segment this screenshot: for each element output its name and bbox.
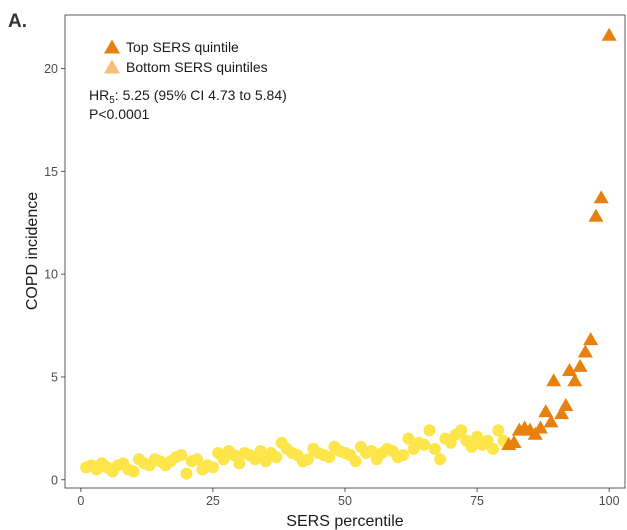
- legend-label-bottom: Bottom SERS quintiles: [126, 59, 268, 75]
- top-quintile-point-14: [572, 358, 588, 372]
- bottom-quintile-point-71: [455, 424, 468, 437]
- top-quintile-point-18: [593, 190, 609, 204]
- panel-label: A.: [8, 11, 27, 32]
- top-quintile-point-15: [577, 344, 593, 358]
- top-quintile-point-19: [601, 27, 617, 41]
- y-tick-label-2: 10: [44, 268, 58, 282]
- top-quintile-point-10: [554, 406, 570, 420]
- bottom-quintile-point-78: [492, 424, 505, 437]
- bottom-quintile-point-24: [206, 461, 219, 474]
- bottom-quintile-point-73: [465, 440, 478, 453]
- legend-triangle-marker-top: [104, 39, 120, 54]
- hazard-ratio-text: HR5: 5.25 (95% CI 4.73 to 5.84): [89, 87, 287, 106]
- top-quintile-point-12: [562, 362, 578, 376]
- bottom-quintile-point-64: [418, 438, 431, 451]
- x-tick-label-1: 25: [206, 494, 220, 508]
- legend-label-top: Top SERS quintile: [126, 39, 239, 55]
- bottom-quintile-point-19: [180, 467, 193, 480]
- x-axis: 0 25 50 75 100: [77, 488, 620, 508]
- bottom-quintile-point-9: [127, 465, 140, 478]
- bottom-quintile-point-42: [302, 453, 315, 466]
- y-tick-label-4: 20: [44, 62, 58, 76]
- top-quintile-point-11: [558, 397, 574, 411]
- legend: Top SERS quintile Bottom SERS quintiles: [104, 39, 268, 75]
- top-quintile-point-8: [543, 414, 559, 428]
- y-axis-title: COPD incidence: [24, 192, 41, 310]
- top-quintile-point-17: [588, 208, 604, 222]
- bottom-quintile-point-66: [428, 442, 441, 455]
- x-tick-label-3: 75: [470, 494, 484, 508]
- bottom-quintile-point-46: [323, 451, 336, 464]
- top-quintile-points: [501, 27, 617, 451]
- bottom-quintile-point-60: [397, 449, 410, 462]
- top-quintile-point-7: [538, 404, 554, 418]
- y-tick-label-3: 15: [44, 165, 58, 179]
- top-quintile-point-1: [506, 434, 522, 448]
- legend-triangle-marker-bottom: [104, 59, 120, 74]
- hr-annotation: HR5: 5.25 (95% CI 4.73 to 5.84) P<0.0001: [89, 87, 287, 122]
- x-tick-label-4: 100: [599, 494, 620, 508]
- top-quintile-point-6: [532, 420, 548, 434]
- x-axis-title: SERS percentile: [286, 513, 403, 530]
- bottom-quintile-point-61: [402, 432, 415, 445]
- top-quintile-point-13: [567, 373, 583, 387]
- bottom-quintile-point-33: [254, 444, 267, 457]
- bottom-quintile-point-51: [349, 455, 362, 468]
- y-axis: 0 5 10 15 20: [44, 62, 65, 487]
- bottom-quintile-point-77: [486, 442, 499, 455]
- bottom-quintile-point-29: [233, 457, 246, 470]
- top-quintile-point-16: [583, 332, 599, 346]
- bottom-quintile-point-36: [270, 451, 283, 464]
- top-quintile-point-9: [546, 373, 562, 387]
- bottom-quintile-point-67: [434, 453, 447, 466]
- x-tick-label-2: 50: [338, 494, 352, 508]
- y-tick-label-1: 5: [51, 370, 58, 384]
- bottom-quintile-point-18: [175, 449, 188, 462]
- bottom-quintile-point-21: [191, 453, 204, 466]
- bottom-quintile-point-65: [423, 424, 436, 437]
- y-tick-label-0: 0: [51, 473, 58, 487]
- bottom-quintile-points: [80, 424, 510, 480]
- p-value-text: P<0.0001: [89, 106, 150, 122]
- x-tick-label-0: 0: [77, 494, 84, 508]
- hazard-ratio-subscript: 5: [109, 95, 115, 106]
